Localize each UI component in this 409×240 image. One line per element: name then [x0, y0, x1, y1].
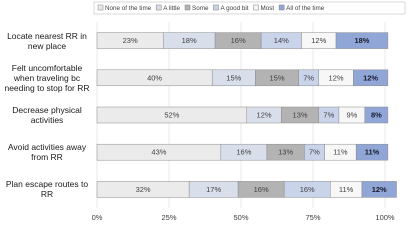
data-label: 40% — [147, 73, 162, 82]
data-label: 7% — [303, 73, 314, 82]
bar-segment — [364, 106, 389, 124]
bar-segment — [361, 181, 397, 198]
data-label: 18% — [182, 36, 197, 45]
legend-label: A good bit — [220, 5, 248, 12]
legend-box — [93, 1, 406, 15]
category-label: Decrease physical activities — [12, 105, 82, 125]
category-label: Felt uncomfortable when traveling bc nee… — [4, 62, 90, 93]
legend-label: Most — [260, 5, 274, 12]
page: 0% 25% 50% 75% 100% 23% 18% 16% 14% 12% 18% 40% 15% 1… — [4, 1, 406, 222]
data-label: 16% — [300, 185, 315, 194]
data-label: 16% — [236, 148, 251, 157]
legend-label: All of the time — [286, 5, 325, 12]
legend-swatch — [213, 4, 219, 11]
legend-label: None of the time — [105, 5, 152, 12]
legend-label: A little — [163, 5, 180, 12]
data-label: 11% — [365, 148, 380, 157]
data-label: 17% — [206, 185, 221, 194]
legend-label: Some — [192, 5, 209, 12]
category-label: Avoid activities away from RR — [7, 142, 87, 163]
chart: 0% 25% 50% 75% 100% 23% 18% 16% 14% 12% 18% 40% 15% 1… — [92, 1, 406, 222]
data-label: 7% — [323, 110, 334, 119]
data-label: 52% — [164, 110, 179, 119]
data-label: 32% — [136, 185, 151, 194]
x-tick-label: 75% — [305, 213, 320, 222]
data-label: 8% — [371, 110, 382, 119]
data-label: 15% — [269, 73, 284, 82]
legend-swatch — [155, 4, 162, 11]
category-label: Plan escape routes to RR — [5, 179, 89, 200]
data-label: 15% — [226, 73, 241, 82]
data-label: 16% — [254, 185, 269, 194]
x-tick-label: 50% — [233, 213, 248, 222]
data-label: 12% — [257, 110, 272, 119]
legend-swatch — [278, 4, 285, 11]
x-tick-label: 0% — [92, 213, 103, 222]
data-label: 13% — [278, 148, 293, 157]
legend-swatch — [97, 4, 104, 11]
data-label: 14% — [274, 36, 289, 45]
x-tick-label: 100% — [375, 213, 395, 222]
category-label: Locate nearest RR in new place — [7, 30, 87, 51]
data-label: 11% — [339, 185, 354, 194]
data-label: 11% — [333, 148, 348, 157]
data-label: 18% — [354, 36, 369, 45]
legend-swatch — [184, 4, 191, 11]
data-label: 12% — [363, 73, 378, 82]
data-label: 9% — [346, 110, 357, 119]
data-label: 13% — [293, 110, 308, 119]
data-label: 12% — [311, 36, 326, 45]
data-label: 12% — [372, 185, 387, 194]
bar-segment — [335, 32, 389, 49]
data-label: 43% — [151, 148, 166, 157]
data-label: 23% — [123, 36, 138, 45]
data-label: 16% — [231, 36, 246, 45]
data-label: 7% — [309, 148, 320, 157]
bar-segment — [353, 69, 389, 87]
bar-segment — [355, 143, 389, 161]
data-label: 12% — [329, 73, 344, 82]
legend-swatch — [253, 4, 259, 11]
x-tick-label: 25% — [161, 213, 176, 222]
